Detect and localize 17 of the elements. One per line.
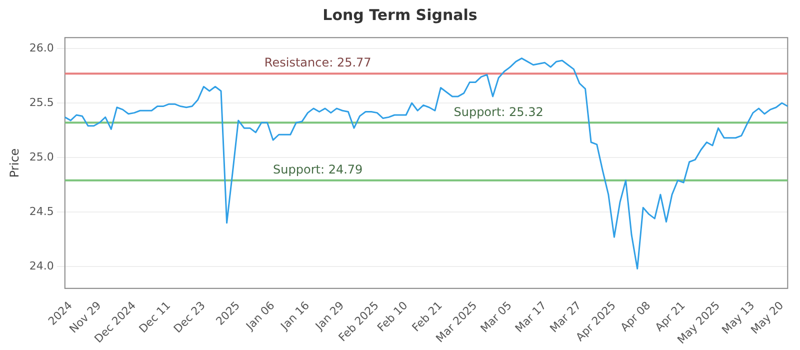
ref-line-label: Support: 25.32 [454,104,544,119]
y-tick-label: 24.0 [29,259,54,272]
ref-line-label: Support: 24.79 [273,162,363,177]
y-tick-label: 24.5 [29,204,54,218]
y-tick-label: 25.0 [29,150,54,164]
x-tick-label: Jan 06 [242,298,278,334]
y-axis-title: Price [7,148,22,178]
x-tick-label: Dec 23 [171,298,208,336]
chart-title: Long Term Signals [322,6,478,24]
x-tick-label: Mar 05 [478,298,514,336]
ref-line-label: Resistance: 25.77 [264,56,372,70]
x-tick-label: Dec 11 [136,298,174,336]
x-tick-label: Jan 16 [278,298,312,334]
y-tick-label: 26.0 [29,41,54,54]
y-tick-label: 25.5 [29,96,54,109]
x-tick-label: Mar 17 [512,298,549,336]
x-tick-label: Apr 08 [618,298,654,334]
